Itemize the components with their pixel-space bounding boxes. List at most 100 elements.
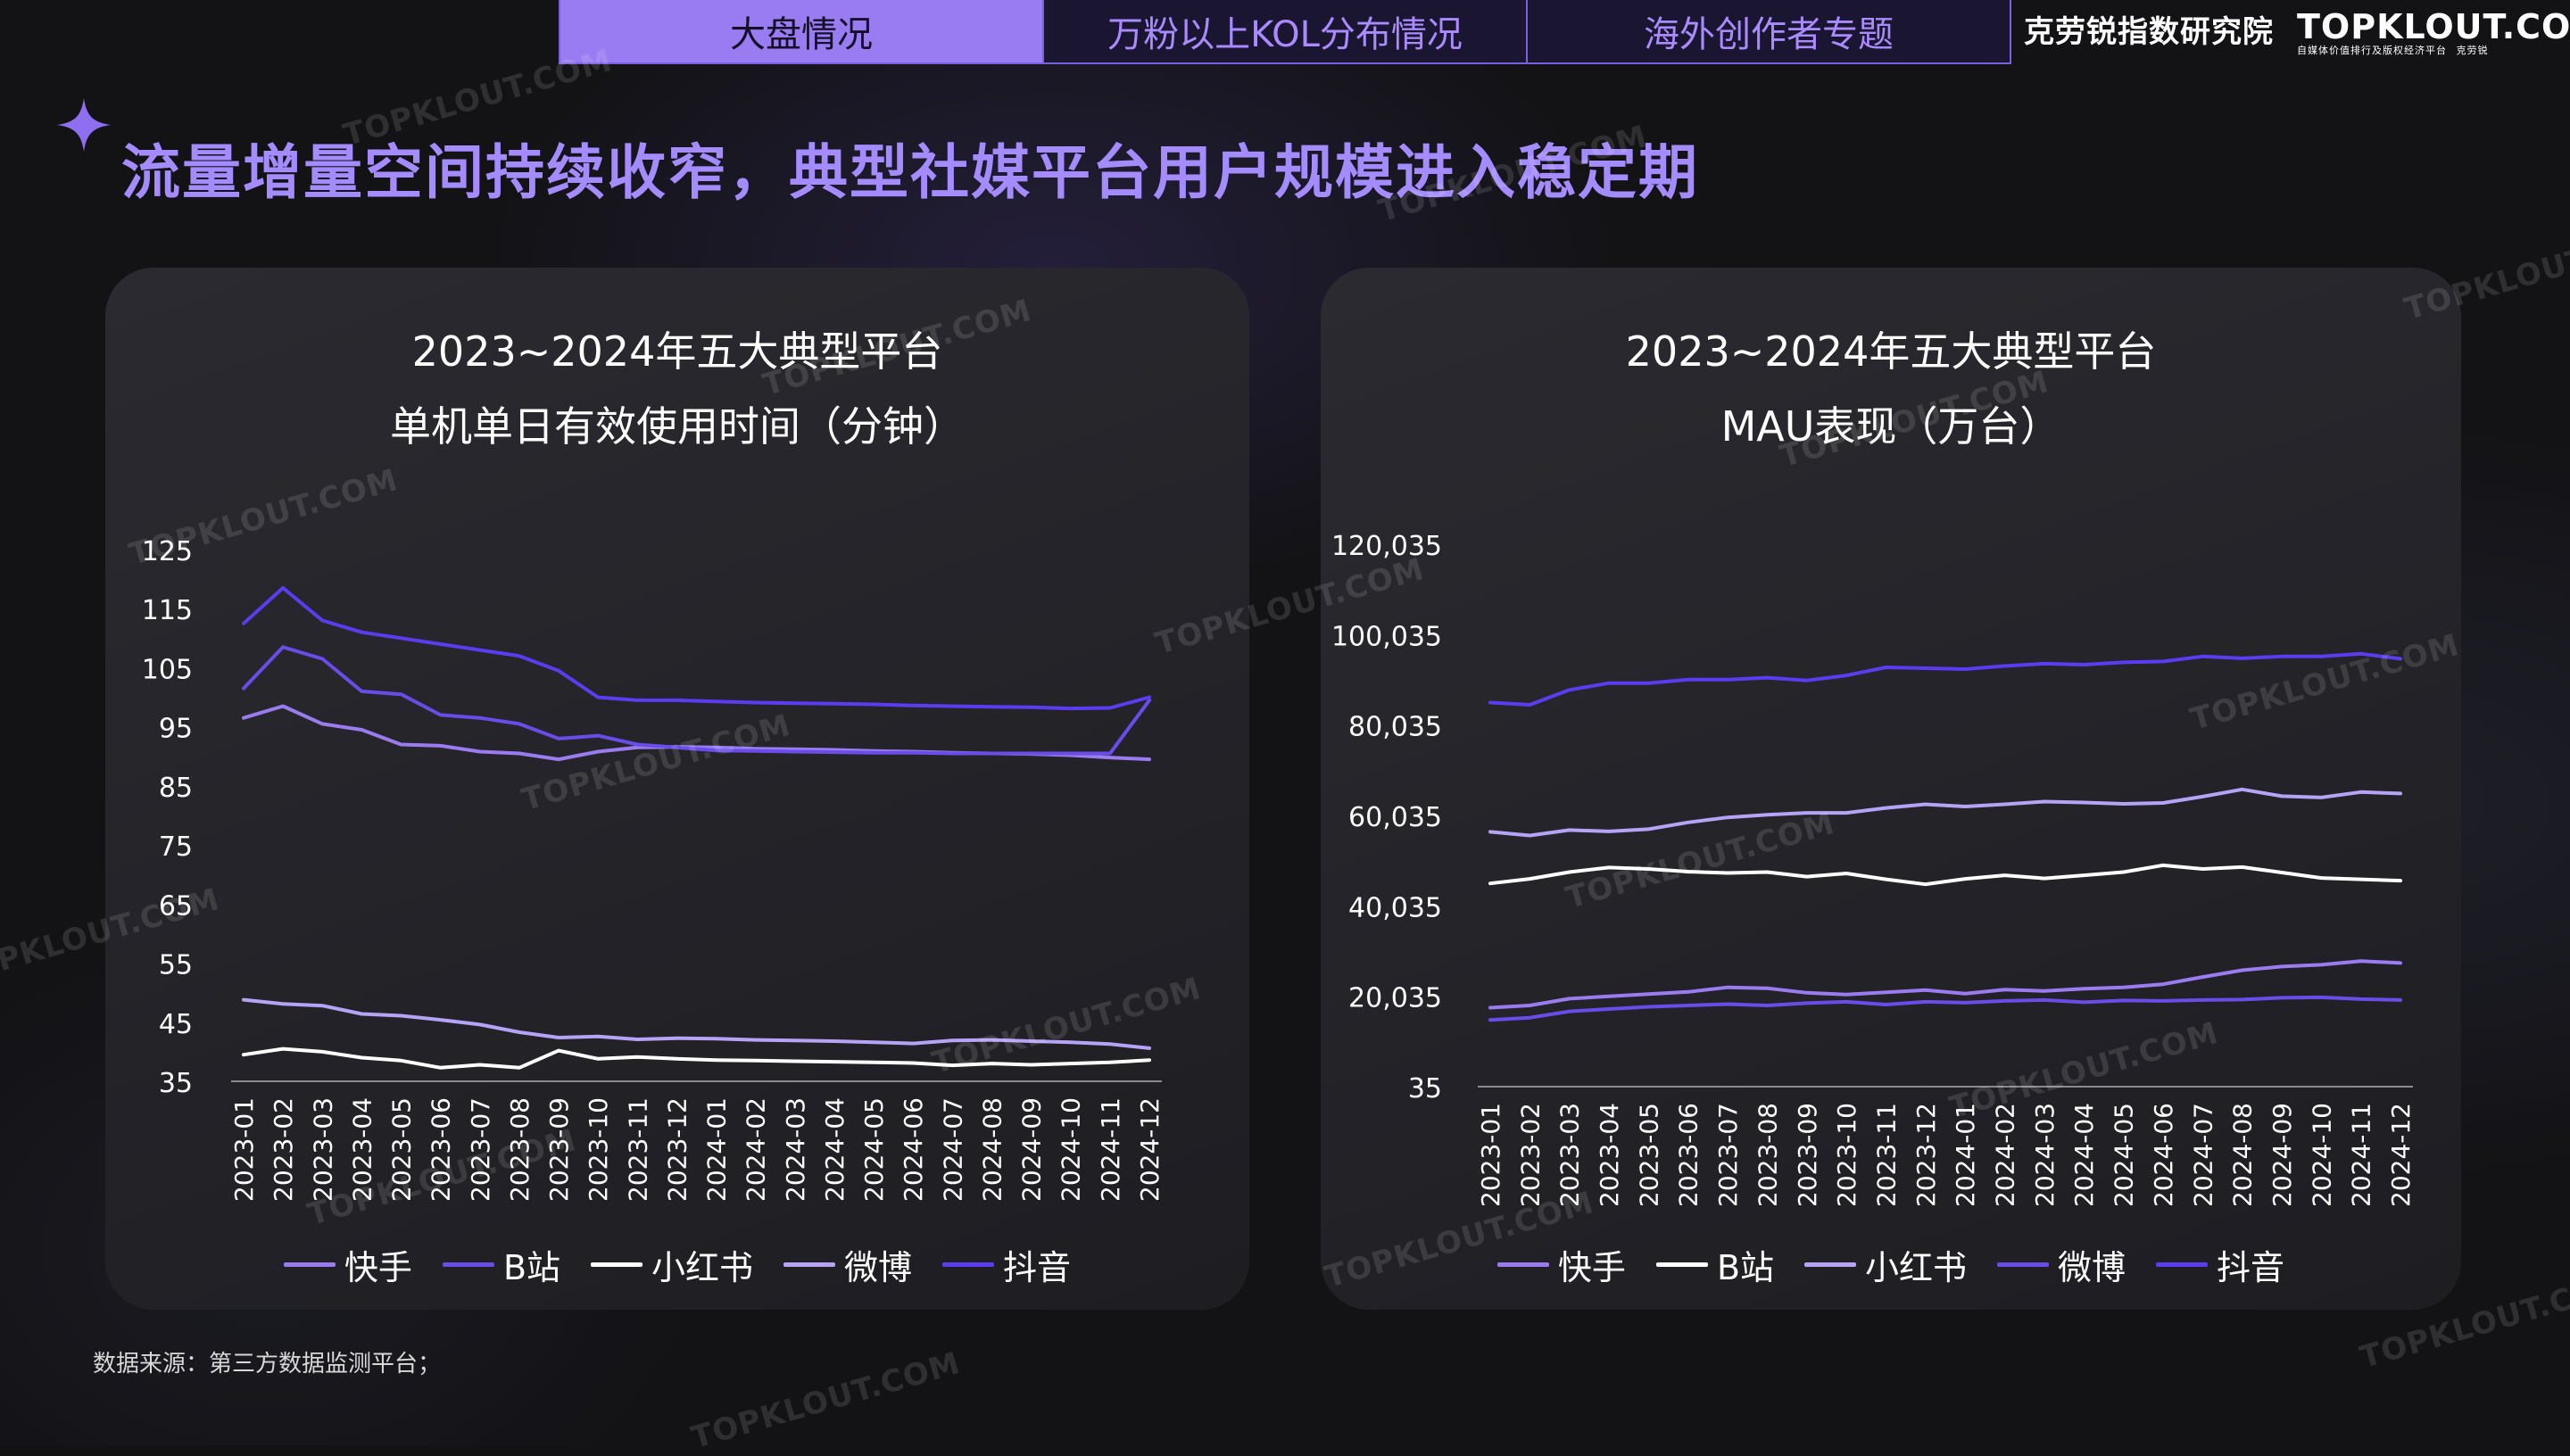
x-tick-label: 2024-04	[2069, 1103, 2099, 1207]
legend-label: 快手	[344, 1248, 412, 1287]
legend-item-kuaishou[interactable]: 快手	[1496, 1240, 1626, 1289]
x-tick-label: 2024-04	[820, 1097, 850, 1202]
legend-swatch	[942, 1262, 995, 1267]
tab-kol-distribution[interactable]: 万粉以上KOL分布情况	[1042, 0, 1526, 62]
x-tick-label: 2023-03	[1555, 1103, 1585, 1207]
legend-swatch	[1997, 1262, 2050, 1267]
x-tick-label: 2024-12	[2386, 1103, 2416, 1207]
legend-item-douyin[interactable]: 抖音	[942, 1240, 1071, 1289]
x-tick-label: 2024-06	[899, 1097, 928, 1202]
chart-title: 2023~2024年五大典型平台 单机单日有效使用时间（分钟）	[105, 314, 1249, 464]
legend-label: 小红书	[651, 1248, 754, 1287]
y-tick-label: 105	[142, 654, 193, 685]
x-tick-label: 2024-01	[1951, 1103, 1980, 1207]
y-tick-label: 80,035	[1348, 712, 1442, 743]
legend-label: 抖音	[2217, 1248, 2285, 1287]
chart-legend: 快手 B站 小红书 微博 抖音	[105, 1240, 1249, 1289]
x-tick-label: 2024-12	[1135, 1097, 1165, 1202]
logo-text: TOPKLOUT.COM	[2297, 7, 2570, 46]
legend-swatch	[1804, 1262, 1857, 1267]
legend-item-xiaohongshu[interactable]: 小红书	[591, 1240, 753, 1289]
y-tick-label: 125	[142, 536, 193, 567]
x-tick-label: 2023-11	[623, 1097, 652, 1202]
x-tick-label: 2023-02	[1515, 1103, 1545, 1207]
x-tick-label: 2024-08	[977, 1097, 1007, 1202]
x-tick-label: 2023-06	[1674, 1103, 1704, 1207]
x-tick-label: 2024-09	[2267, 1103, 2297, 1207]
x-tick-label: 2024-02	[1991, 1103, 2020, 1207]
x-tick-label: 2023-01	[1476, 1103, 1505, 1207]
x-tick-label: 2024-07	[2188, 1103, 2218, 1207]
y-tick-label: 75	[159, 831, 193, 863]
x-tick-label: 2024-08	[2228, 1103, 2258, 1207]
legend-swatch	[283, 1262, 336, 1267]
series-line-抖音	[242, 586, 1151, 711]
legend-item-weibo[interactable]: 微博	[783, 1240, 912, 1289]
x-tick-label: 2023-09	[544, 1097, 574, 1202]
y-tick-label: 95	[159, 714, 193, 745]
x-tick-label: 2023-12	[1911, 1103, 1941, 1207]
legend-item-weibo[interactable]: 微博	[1997, 1240, 2126, 1289]
series-line-B站	[242, 645, 1151, 756]
x-tick-label: 2024-01	[702, 1097, 732, 1202]
y-tick-label: 40,035	[1348, 892, 1442, 923]
x-tick-label: 2023-09	[1793, 1103, 1822, 1207]
x-tick-label: 2023-12	[662, 1097, 692, 1202]
series-line-小红书	[1488, 863, 2402, 887]
usage-time-line-chart: 35 45 55 65 75 85 95 105 115 125 2023-01 2023-02 202…	[142, 536, 1165, 1202]
tab-overview[interactable]: 大盘情况	[560, 0, 1042, 62]
x-tick-label: 2024-09	[1017, 1097, 1047, 1202]
legend-item-kuaishou[interactable]: 快手	[283, 1240, 412, 1289]
legend-label: B站	[502, 1248, 561, 1287]
legend-swatch	[591, 1262, 643, 1267]
x-tick-label: 2023-03	[308, 1097, 337, 1202]
tab-overseas-creators[interactable]: 海外创作者专题	[1526, 0, 2010, 62]
legend-item-bilibili[interactable]: B站	[1655, 1240, 1775, 1289]
legend-item-xiaohongshu[interactable]: 小红书	[1804, 1240, 1967, 1289]
page-title: 流量增量空间持续收窄，典型社媒平台用户规模进入稳定期	[121, 138, 1699, 207]
y-tick-label: 60,035	[1348, 802, 1442, 833]
series-line-抖音	[1488, 651, 2402, 707]
series-line-微博	[1488, 787, 2402, 838]
x-tick-label: 2023-02	[269, 1097, 298, 1202]
x-tick-label: 2024-06	[2149, 1103, 2178, 1207]
y-tick-label: 20,035	[1348, 983, 1442, 1014]
x-tick-label: 2024-10	[1057, 1097, 1086, 1202]
series-line-B站	[1488, 995, 2402, 1022]
x-tick-label: 2023-01	[229, 1097, 259, 1202]
chart-card-usage-time: 2023~2024年五大典型平台 单机单日有效使用时间（分钟） 35 45 55 65…	[105, 268, 1249, 1310]
legend-label: 快手	[1557, 1248, 1626, 1287]
logo-subtitle-text: 自媒体价值排行及版权经济平台	[2297, 45, 2447, 56]
series-line-快手	[1488, 959, 2402, 1010]
top-nav: 大盘情况 万粉以上KOL分布情况 海外创作者专题	[559, 0, 2011, 64]
y-tick-label: 55	[159, 950, 193, 981]
legend-swatch	[783, 1262, 836, 1267]
x-tick-label: 2024-03	[2030, 1103, 2060, 1207]
legend-swatch	[442, 1262, 494, 1267]
chart-title-line2: 单机单日有效使用时间（分钟）	[390, 402, 965, 451]
legend-label: 抖音	[1003, 1248, 1072, 1287]
y-tick-label: 120,035	[1331, 531, 1442, 562]
x-tick-label: 2023-07	[466, 1097, 495, 1202]
x-tick-label: 2023-04	[347, 1097, 377, 1202]
chart-title: 2023~2024年五大典型平台 MAU表现（万台）	[1321, 314, 2461, 464]
x-tick-label: 2023-10	[584, 1097, 613, 1202]
x-tick-label: 2024-02	[742, 1097, 771, 1202]
x-tick-label: 2024-05	[859, 1097, 889, 1202]
legend-item-douyin[interactable]: 抖音	[2156, 1240, 2284, 1289]
legend-swatch	[2156, 1262, 2209, 1267]
legend-label: B站	[1716, 1248, 1775, 1287]
x-tick-label: 2024-03	[781, 1097, 810, 1202]
legend-label: 小红书	[1865, 1248, 1968, 1287]
brand-name: 克劳锐指数研究院	[2024, 14, 2274, 50]
y-tick-label: 35	[159, 1068, 193, 1099]
legend-swatch	[1496, 1262, 1549, 1267]
chart-title-line1: 2023~2024年五大典型平台	[1625, 327, 2157, 376]
mau-line-chart: 35 20,035 40,035 60,035 80,035 100,035 120,035…	[1331, 531, 2416, 1207]
legend-item-bilibili[interactable]: B站	[442, 1240, 561, 1289]
legend-swatch	[1655, 1262, 1708, 1267]
y-tick-label: 45	[159, 1009, 193, 1040]
x-tick-label: 2024-07	[938, 1097, 967, 1202]
chart-title-line1: 2023~2024年五大典型平台	[411, 327, 943, 376]
y-tick-label: 65	[159, 890, 193, 922]
